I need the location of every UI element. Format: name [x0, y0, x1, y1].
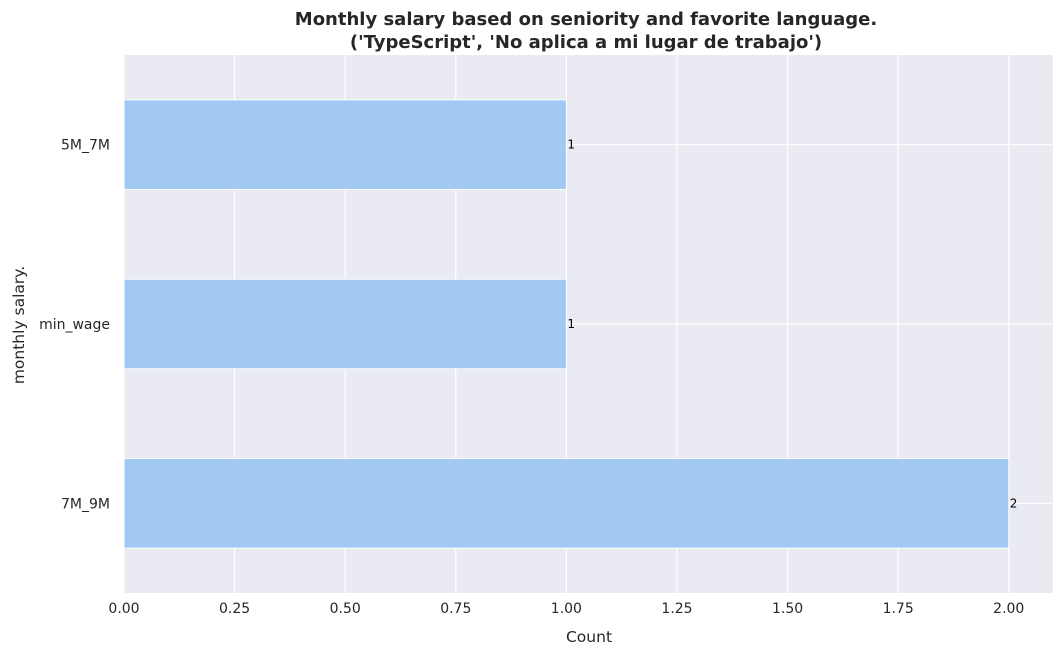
bars [123, 99, 1010, 549]
bar-min_wage [123, 278, 567, 370]
x-tick-labels: 0.00 0.25 0.50 0.75 1.00 1.25 1.50 1.75 2.00 [108, 601, 1024, 617]
x-tick-label: 0.50 [330, 601, 361, 617]
bar-7M_9M [123, 458, 1010, 549]
chart-title-line-1: Monthly salary based on seniority and fa… [295, 9, 877, 30]
x-tick-label: 0.00 [108, 601, 139, 617]
x-tick-label: 0.75 [440, 601, 471, 617]
x-tick-label: 1.50 [772, 601, 803, 617]
y-tick-labels: 5M_7M min_wage 7M_9M [39, 138, 110, 513]
y-axis-label: monthly salary. [10, 266, 28, 384]
chart-title-line-2: ('TypeScript', 'No aplica a mi lugar de … [350, 32, 822, 53]
data-labels: 1 1 2 [567, 138, 1017, 511]
x-tick-label: 1.00 [551, 601, 582, 617]
y-tick-label: min_wage [39, 317, 110, 333]
x-tick-label: 1.25 [661, 601, 692, 617]
data-label: 2 [1010, 496, 1018, 510]
bar-5M_7M [123, 99, 567, 190]
y-tick-label: 7M_9M [61, 496, 110, 512]
data-label: 1 [567, 317, 575, 331]
y-tick-label: 5M_7M [61, 138, 110, 154]
x-tick-label: 0.25 [219, 601, 250, 617]
data-label: 1 [567, 138, 575, 152]
x-tick-label: 2.00 [993, 601, 1024, 617]
x-tick-label: 1.75 [883, 601, 914, 617]
x-axis-label: Count [566, 628, 612, 646]
